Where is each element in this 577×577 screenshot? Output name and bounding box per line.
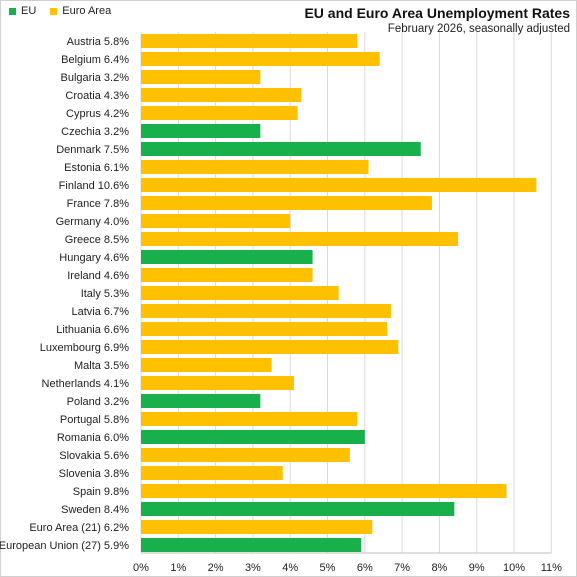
bar [141,160,369,174]
x-tick-label: 3% [245,562,261,574]
category-label: Slovakia 5.6% [59,450,129,462]
legend-label-eu: EU [21,5,37,17]
category-label: Cyprus 4.2% [66,108,129,120]
bar [141,178,537,192]
category-label: France 7.8% [67,198,130,210]
category-label: Romania 6.0% [57,432,129,444]
legend-swatch-euro-area [50,7,58,15]
category-label: Croatia 4.3% [65,90,129,102]
legend: EU Euro Area [9,5,125,17]
bar [141,448,350,462]
bar [141,268,313,282]
bar [141,70,261,84]
bar [141,304,391,318]
x-tick-label: 6% [357,562,373,574]
bar [141,88,302,102]
category-label: Euro Area (21) 6.2% [29,522,129,534]
category-label: Ireland 4.6% [67,270,129,282]
category-label: Italy 5.3% [81,288,130,300]
x-tick-label: 11% [541,562,562,574]
x-tick-label: 0% [133,562,149,574]
title-block: EU and Euro Area Unemployment Rates Febr… [304,5,570,36]
bar [141,394,261,408]
category-label: Belgium 6.4% [61,54,129,66]
category-label: Latvia 6.7% [72,306,130,318]
bar [141,214,291,228]
legend-item-euro-area[interactable]: Euro Area [50,5,111,17]
category-label: Hungary 4.6% [59,252,129,264]
category-label: Austria 5.8% [67,36,130,48]
x-tick-label: 2% [208,562,224,574]
legend-swatch-eu [9,7,16,15]
bar [141,538,362,552]
category-label: Spain 9.8% [73,486,129,498]
bar [141,34,358,48]
x-tick-label: 5% [320,562,336,574]
bar [141,376,294,390]
category-label: Slovenia 3.8% [59,468,130,480]
x-tick-label: 10% [503,562,525,574]
bar [141,520,373,534]
category-label: Sweden 8.4% [61,504,129,516]
x-tick-label: 9% [469,562,485,574]
bar [141,466,283,480]
category-label: Bulgaria 3.2% [61,72,130,84]
category-label: Poland 3.2% [67,396,130,408]
bar [141,484,507,498]
legend-label-euro-area: Euro Area [62,5,112,17]
category-label: Estonia 6.1% [64,162,129,174]
category-label: Luxembourg 6.9% [40,342,129,354]
category-label: European Union (27) 5.9% [0,540,129,552]
category-label: Netherlands 4.1% [42,378,130,390]
chart-subtitle: February 2026, seasonally adjusted [387,23,570,35]
bar [141,358,272,372]
bar [141,322,388,336]
x-tick-label: 1% [170,562,186,574]
bar [141,340,399,354]
x-tick-label: 4% [282,562,298,574]
category-label: Germany 4.0% [56,216,130,228]
legend-item-eu[interactable]: EU [9,5,36,17]
bar [141,124,261,138]
bar [141,250,313,264]
category-label: Malta 3.5% [74,360,129,372]
category-label: Portugal 5.8% [60,414,129,426]
bar [141,286,339,300]
x-tick-label: 7% [394,562,410,574]
bar [141,142,421,156]
bar [141,196,432,210]
category-label: Denmark 7.5% [56,144,129,156]
bar [141,430,365,444]
x-tick-label: 8% [431,562,447,574]
bar [141,412,358,426]
category-label: Greece 8.5% [65,234,129,246]
bar [141,52,380,66]
category-label: Finland 10.6% [59,180,130,192]
category-label: Czechia 3.2% [61,126,129,138]
bar [141,106,298,120]
chart-title: EU and Euro Area Unemployment Rates [304,5,570,21]
bar [141,232,459,246]
category-label: Lithuania 6.6% [56,324,129,336]
bar [141,502,455,516]
